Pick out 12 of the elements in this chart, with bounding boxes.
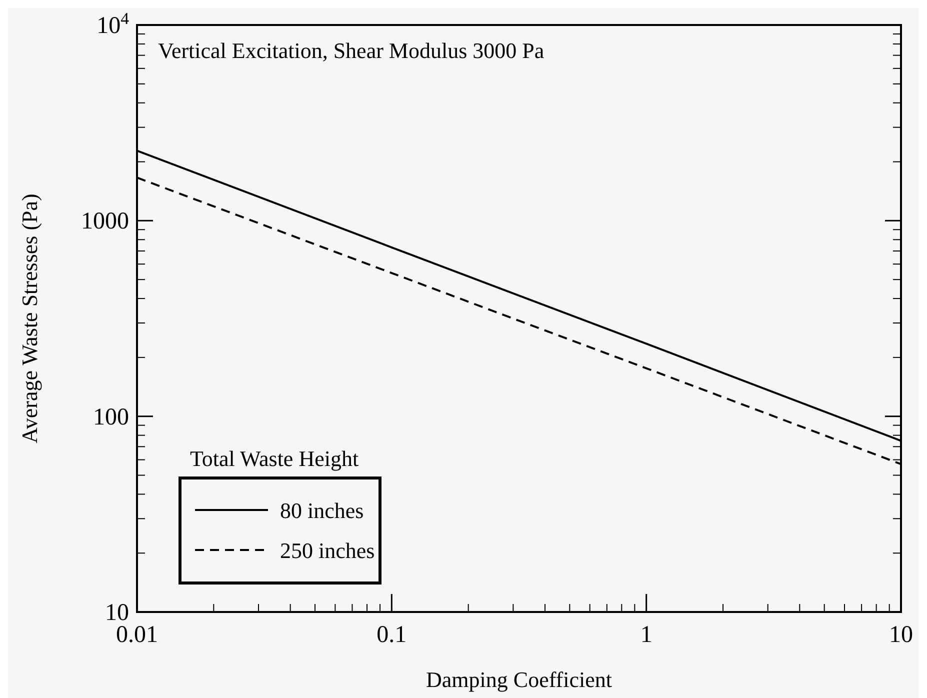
x-axis-title: Damping Coefficient [426, 667, 612, 692]
legend-label: 250 inches [280, 538, 375, 563]
y-axis-title: Average Waste Stresses (Pa) [17, 194, 42, 444]
x-tick-label: 0.1 [376, 622, 407, 648]
legend-label: 80 inches [280, 498, 364, 523]
text: Vertical Excitation, Shear Modulus 3000 Pa [158, 38, 544, 63]
x-tick-label: 10 [889, 622, 913, 648]
legend-title: Total Waste Height [190, 446, 359, 471]
y-tick-label: 10$^{4}$ [96, 8, 130, 39]
x-tick-label: 1 [640, 622, 652, 648]
y-tick-label: 1000 [81, 208, 129, 235]
y-tick-label: 100 [93, 404, 129, 430]
